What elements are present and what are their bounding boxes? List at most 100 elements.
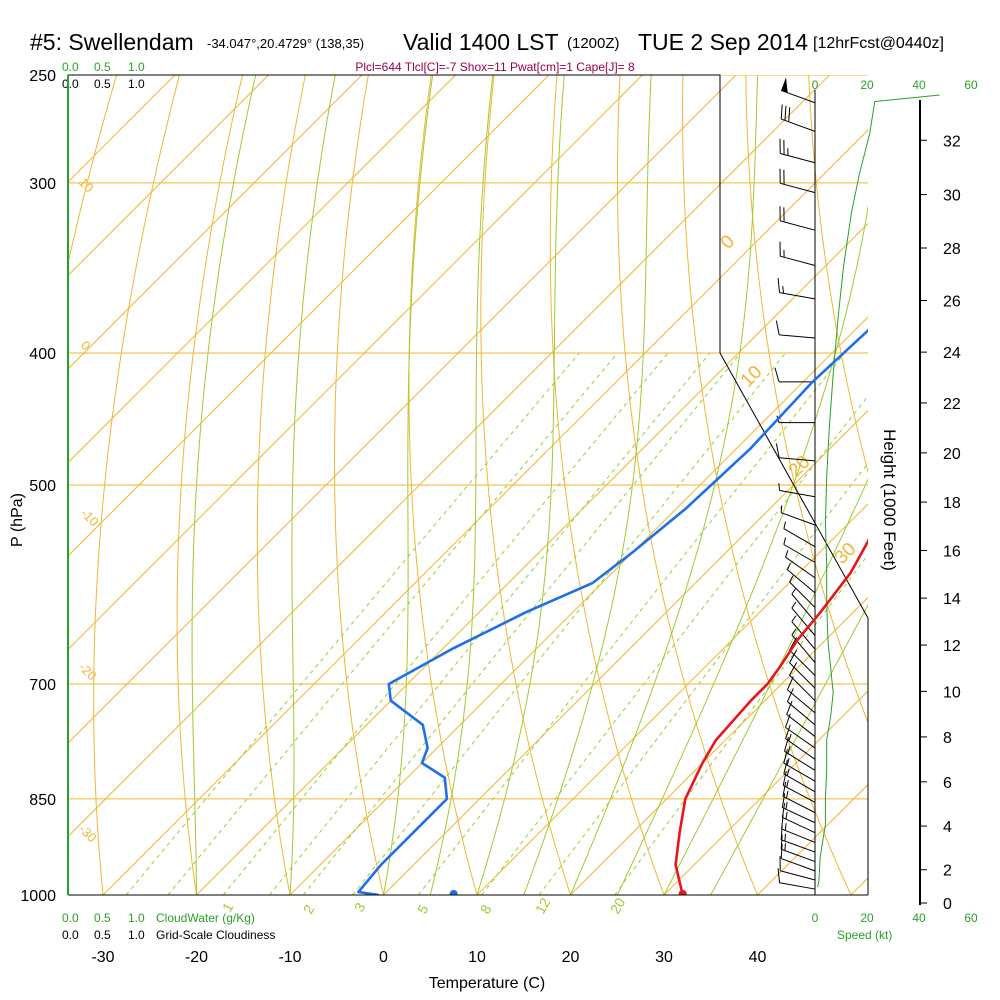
- cw-bottom-0: 0.0: [62, 911, 79, 925]
- dewpoint-profile: [357, 328, 868, 895]
- wind-barb-shaft: [783, 528, 816, 548]
- wind-barb: [779, 206, 816, 231]
- wind-barb-shaft: [780, 220, 816, 231]
- cl-bottom-2: 1.0: [128, 928, 145, 942]
- forecast-info: [12hrFcst@0440z]: [813, 35, 944, 52]
- wind-barb: [777, 278, 816, 300]
- wind-barb: [775, 443, 816, 462]
- wind-barb-shaft: [782, 795, 816, 814]
- isotherm-line: [68, 75, 737, 744]
- wind-barb-shaft: [785, 556, 816, 579]
- wind-barb-flag: [785, 713, 791, 728]
- wind-barb-shaft: [780, 255, 816, 266]
- wind-barb-flag: [777, 868, 781, 883]
- wind-barb-half-flag: [791, 587, 797, 595]
- wind-barb-shaft: [785, 738, 816, 760]
- y-tick-label: 400: [29, 346, 56, 363]
- forecast-date: TUE 2 Sep 2014: [638, 29, 808, 55]
- x-tick-label: -10: [278, 949, 301, 966]
- x-tick-label: 10: [468, 949, 486, 966]
- wind-barb-half-flag: [791, 628, 797, 636]
- wind-barb-shaft: [791, 634, 816, 663]
- wind-barb-shaft: [780, 182, 816, 194]
- isotherm-line: [195, 222, 868, 895]
- y-axis-label: P (hPa): [9, 493, 26, 547]
- x-tick-label: 40: [749, 949, 767, 966]
- dry-adiabat-line: [682, 75, 852, 895]
- cloudiness-label: Grid-Scale Cloudiness: [156, 928, 275, 942]
- moist-adiabat-line: [569, 75, 759, 895]
- wind-barb: [783, 748, 816, 782]
- moist-adiabat-line: [289, 75, 336, 895]
- y-tick-label: 300: [29, 176, 56, 193]
- temperature-profile: [674, 538, 868, 895]
- height-tick-label: 26: [943, 294, 961, 311]
- x-tick-label: 30: [655, 949, 673, 966]
- wind-barb: [785, 550, 816, 579]
- isotherm-line: [289, 316, 868, 895]
- isotherm-line: [68, 75, 270, 277]
- x-tick-label: 0: [379, 949, 388, 966]
- wind-barb-half-flag: [791, 601, 797, 609]
- wind-barb-shaft: [779, 489, 816, 498]
- wind-barb-half-flag: [786, 562, 791, 570]
- height-tick-label: 22: [943, 396, 961, 413]
- y-tick-label: 250: [29, 68, 56, 85]
- x-tick-label: 20: [562, 949, 580, 966]
- surface-temperature-marker: [678, 890, 687, 895]
- y-tick-label: 1000: [20, 888, 56, 905]
- cl-bottom-1: 0.5: [94, 928, 111, 942]
- height-tick-label: 20: [943, 446, 961, 463]
- wind-barb-half-flag: [778, 483, 781, 491]
- speed-panel-frame: [719, 352, 869, 895]
- wind-barb-flag: [782, 781, 787, 797]
- wind-barb-half-flag: [786, 758, 790, 766]
- wind-barb: [781, 803, 816, 834]
- wind-barb: [779, 138, 816, 164]
- speed-tick-top: 60: [964, 78, 978, 92]
- top-cloudiness-scale: 0.0 0.5 1.0: [62, 77, 145, 91]
- wind-barb: [781, 77, 816, 104]
- moist-adiabat-line: [710, 603, 868, 895]
- isotherm-line: [102, 129, 868, 895]
- wind-barb-flag: [783, 748, 788, 764]
- height-tick-label: 10: [943, 684, 961, 701]
- height-tick-label: 32: [943, 133, 961, 150]
- moist-adiabat-line: [429, 75, 494, 895]
- moist-adiabat-line: [663, 478, 868, 895]
- wind-barb: [783, 521, 816, 548]
- zulu-time: (1200Z): [567, 35, 620, 52]
- height-tick-label: 2: [943, 863, 952, 880]
- cw-scale-0: 0.0: [62, 60, 79, 74]
- y-tick-label: 700: [29, 677, 56, 694]
- wind-barb: [789, 662, 816, 702]
- wind-barb-half-flag: [783, 521, 787, 529]
- wind-barb-pennant: [781, 77, 788, 93]
- wind-barb-shaft: [779, 882, 816, 890]
- wind-barb-half-flag: [788, 733, 792, 742]
- height-tick-label: 8: [943, 730, 952, 747]
- wind-barb: [786, 700, 816, 737]
- moist-adiabat-line: [382, 75, 434, 895]
- wind-barb-shaft: [781, 839, 816, 853]
- height-tick-label: 6: [943, 775, 952, 792]
- wind-barb-flag: [775, 443, 780, 458]
- cw-scale-1: 0.5: [94, 60, 111, 74]
- wind-barb-flag: [780, 104, 783, 120]
- thermo-background-lines: [68, 75, 868, 895]
- wind-barb-shaft: [791, 621, 816, 650]
- wind-barb-half-flag: [787, 746, 791, 754]
- wind-barb-flag: [781, 793, 786, 808]
- height-tick-label: 28: [943, 241, 961, 258]
- wind-barb-shaft: [783, 773, 816, 793]
- wind-barb-half-flag: [785, 801, 788, 810]
- wind-barb-half-flag: [785, 790, 789, 799]
- wind-barb-shaft: [787, 689, 816, 714]
- station-coords: -34.047°,20.4729° (138,35): [207, 36, 364, 51]
- wind-barb: [785, 724, 816, 760]
- cl-scale-0: 0.0: [62, 77, 79, 91]
- wind-barb: [789, 575, 816, 608]
- wind-barb-shaft: [782, 784, 816, 803]
